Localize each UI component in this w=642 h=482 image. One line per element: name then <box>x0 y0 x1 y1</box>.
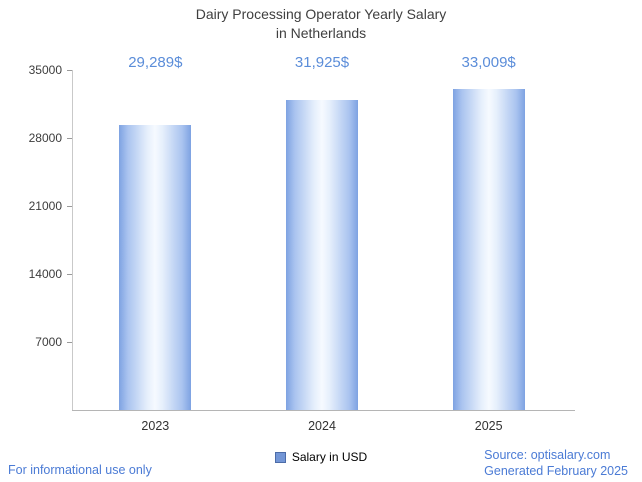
footer-note: For informational use only <box>8 463 152 477</box>
y-axis-line <box>72 70 73 410</box>
legend-marker-icon <box>274 451 286 463</box>
y-tick-mark <box>67 342 72 343</box>
x-axis-label: 2023 <box>141 419 170 433</box>
y-tick-mark <box>67 70 72 71</box>
y-axis-tick-label: 7000 <box>35 335 62 349</box>
x-axis-label: 2024 <box>308 419 336 433</box>
chart-title: Dairy Processing Operator Yearly Salary … <box>0 5 642 43</box>
bar-value-label: 29,289$ <box>128 54 183 71</box>
y-tick-mark <box>67 274 72 275</box>
bar-value-label: 33,009$ <box>461 54 516 71</box>
y-axis-tick-label: 14000 <box>28 267 62 281</box>
y-axis-tick-label: 35000 <box>28 63 62 77</box>
generated-line: Generated February 2025 <box>484 464 628 478</box>
x-axis-label: 2025 <box>474 419 503 433</box>
bar <box>119 125 192 410</box>
chart-title-line1: Dairy Processing Operator Yearly Salary <box>195 6 447 22</box>
y-axis-tick-label: 28000 <box>28 131 62 145</box>
bar-value-label: 31,925$ <box>294 54 350 71</box>
legend: Salary in USD <box>0 450 642 464</box>
bar <box>286 99 358 410</box>
y-axis-tick-label: 21000 <box>28 199 62 213</box>
chart-title-line2: in Netherlands <box>275 25 367 41</box>
x-axis-line <box>72 410 575 411</box>
y-tick-mark <box>67 138 72 139</box>
source-line[interactable]: Source: optisalary.com <box>484 448 611 462</box>
y-tick-mark <box>67 206 72 207</box>
footer-source-block: Source: optisalary.com Generated Februar… <box>484 447 628 479</box>
legend-label: Salary in USD <box>291 450 368 464</box>
bar <box>452 89 525 410</box>
